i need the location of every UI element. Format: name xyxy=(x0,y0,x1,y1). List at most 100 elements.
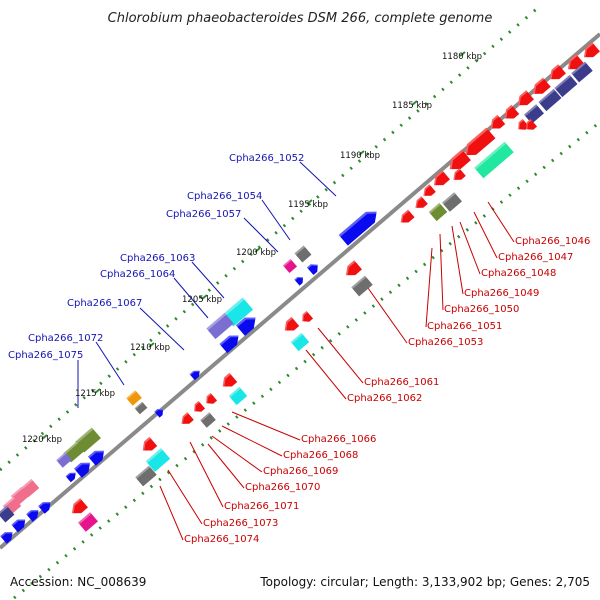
gene-feature[interactable] xyxy=(203,392,218,407)
gene-feature[interactable] xyxy=(88,446,108,466)
gene-highlight xyxy=(75,427,94,444)
leader-line xyxy=(139,307,185,351)
gene-feature[interactable] xyxy=(474,141,514,179)
gene-feature[interactable] xyxy=(191,400,206,415)
gene-feature[interactable] xyxy=(222,297,254,327)
gene-feature[interactable] xyxy=(68,498,88,518)
gene-feature[interactable] xyxy=(65,470,79,483)
gene-label-cpha266-1071[interactable]: Cpha266_1071 xyxy=(224,501,299,512)
gene-feature[interactable] xyxy=(299,310,314,325)
gene-feature[interactable] xyxy=(0,505,15,523)
gene-label-cpha266-1053[interactable]: Cpha266_1053 xyxy=(408,337,483,348)
gene-label-cpha266-1062[interactable]: Cpha266_1062 xyxy=(347,393,422,404)
gene-feature[interactable] xyxy=(501,104,520,123)
gene-feature[interactable] xyxy=(338,206,382,246)
gene-feature[interactable] xyxy=(282,258,298,274)
gene-feature[interactable] xyxy=(445,149,471,175)
gene-feature[interactable] xyxy=(461,127,496,161)
leader-line xyxy=(95,341,125,386)
gene-highlight xyxy=(63,441,79,455)
gene-feature[interactable] xyxy=(571,61,593,83)
gene-highlight xyxy=(442,192,456,205)
gene-shape xyxy=(538,88,562,112)
gene-label-cpha266-1052[interactable]: Cpha266_1052 xyxy=(229,153,304,164)
gene-feature[interactable] xyxy=(306,261,321,276)
gene-feature[interactable] xyxy=(554,74,578,98)
gene-label-cpha266-1054[interactable]: Cpha266_1054 xyxy=(187,191,262,202)
gene-feature[interactable] xyxy=(126,390,142,406)
gene-label-cpha266-1049[interactable]: Cpha266_1049 xyxy=(464,288,539,299)
gene-feature[interactable] xyxy=(342,260,362,280)
gene-feature[interactable] xyxy=(514,90,534,110)
gene-label-cpha266-1068[interactable]: Cpha266_1068 xyxy=(283,450,358,461)
gene-label-cpha266-1046[interactable]: Cpha266_1046 xyxy=(515,236,590,247)
gene-label-cpha266-1057[interactable]: Cpha266_1057 xyxy=(166,209,241,220)
gene-feature[interactable] xyxy=(294,274,305,286)
gene-label-cpha266-1074[interactable]: Cpha266_1074 xyxy=(184,534,259,545)
gene-feature[interactable] xyxy=(38,498,54,514)
gene-feature[interactable] xyxy=(546,64,566,84)
gene-label-cpha266-1069[interactable]: Cpha266_1069 xyxy=(263,466,338,477)
scale-label-1200: 1200 kbp xyxy=(236,248,276,258)
gene-label-cpha266-1051[interactable]: Cpha266_1051 xyxy=(427,321,502,332)
gene-label-cpha266-1072[interactable]: Cpha266_1072 xyxy=(28,333,103,344)
gene-feature[interactable] xyxy=(200,412,216,428)
gene-label-cpha266-1067[interactable]: Cpha266_1067 xyxy=(67,298,142,309)
gene-label-cpha266-1070[interactable]: Cpha266_1070 xyxy=(245,482,320,493)
gene-feature[interactable] xyxy=(219,372,238,391)
gene-feature[interactable] xyxy=(524,104,544,124)
gene-feature[interactable] xyxy=(134,401,148,415)
leader-line xyxy=(451,225,464,295)
gene-feature[interactable] xyxy=(580,42,600,62)
gene-feature[interactable] xyxy=(428,202,448,222)
gene-feature[interactable] xyxy=(56,452,72,468)
gene-feature[interactable] xyxy=(74,458,94,478)
gene-label-cpha266-1047[interactable]: Cpha266_1047 xyxy=(498,252,573,263)
leader-line xyxy=(159,485,184,541)
gene-label-cpha266-1061[interactable]: Cpha266_1061 xyxy=(364,377,439,388)
gene-feature[interactable] xyxy=(235,312,260,336)
gene-feature[interactable] xyxy=(228,386,248,406)
gene-highlight xyxy=(206,312,227,331)
gene-feature[interactable] xyxy=(154,406,165,418)
gene-feature[interactable] xyxy=(0,528,16,544)
gene-feature[interactable] xyxy=(178,412,194,427)
gene-feature[interactable] xyxy=(351,275,373,297)
gene-shape xyxy=(74,462,91,478)
gene-feature[interactable] xyxy=(26,506,42,522)
gene-feature[interactable] xyxy=(420,184,436,199)
gene-feature[interactable] xyxy=(206,312,234,340)
gene-feature[interactable] xyxy=(189,368,203,381)
gene-feature[interactable] xyxy=(523,118,538,133)
gene-feature[interactable] xyxy=(529,77,551,99)
gene-shape xyxy=(306,264,318,276)
gene-feature[interactable] xyxy=(11,516,28,533)
gene-feature[interactable] xyxy=(135,465,157,487)
gene-feature[interactable] xyxy=(450,168,466,183)
gene-feature[interactable] xyxy=(397,209,415,227)
gene-label-cpha266-1050[interactable]: Cpha266_1050 xyxy=(444,304,519,315)
gene-feature[interactable] xyxy=(219,331,243,354)
gene-feature[interactable] xyxy=(430,170,450,190)
gene-feature[interactable] xyxy=(281,316,300,335)
gene-feature[interactable] xyxy=(538,88,562,112)
gene-label-cpha266-1064[interactable]: Cpha266_1064 xyxy=(100,269,175,280)
gene-feature[interactable] xyxy=(139,436,158,455)
gene-label-cpha266-1063[interactable]: Cpha266_1063 xyxy=(120,253,195,264)
gene-feature[interactable] xyxy=(294,245,312,263)
gene-feature[interactable] xyxy=(75,427,101,453)
gene-label-cpha266-1066[interactable]: Cpha266_1066 xyxy=(301,434,376,445)
gene-feature[interactable] xyxy=(78,512,98,532)
gene-feature[interactable] xyxy=(564,54,584,74)
gene-highlight xyxy=(228,386,241,398)
gene-feature[interactable] xyxy=(290,332,310,352)
gene-feature[interactable] xyxy=(442,192,462,212)
gene-feature[interactable] xyxy=(487,114,506,133)
gene-label-cpha266-1048[interactable]: Cpha266_1048 xyxy=(481,268,556,279)
gene-label-cpha266-1075[interactable]: Cpha266_1075 xyxy=(8,350,83,361)
gene-feature[interactable] xyxy=(412,196,428,211)
gene-feature[interactable] xyxy=(515,118,530,133)
gene-label-cpha266-1073[interactable]: Cpha266_1073 xyxy=(203,518,278,529)
gene-feature[interactable] xyxy=(145,448,171,472)
gene-shape xyxy=(583,42,600,58)
